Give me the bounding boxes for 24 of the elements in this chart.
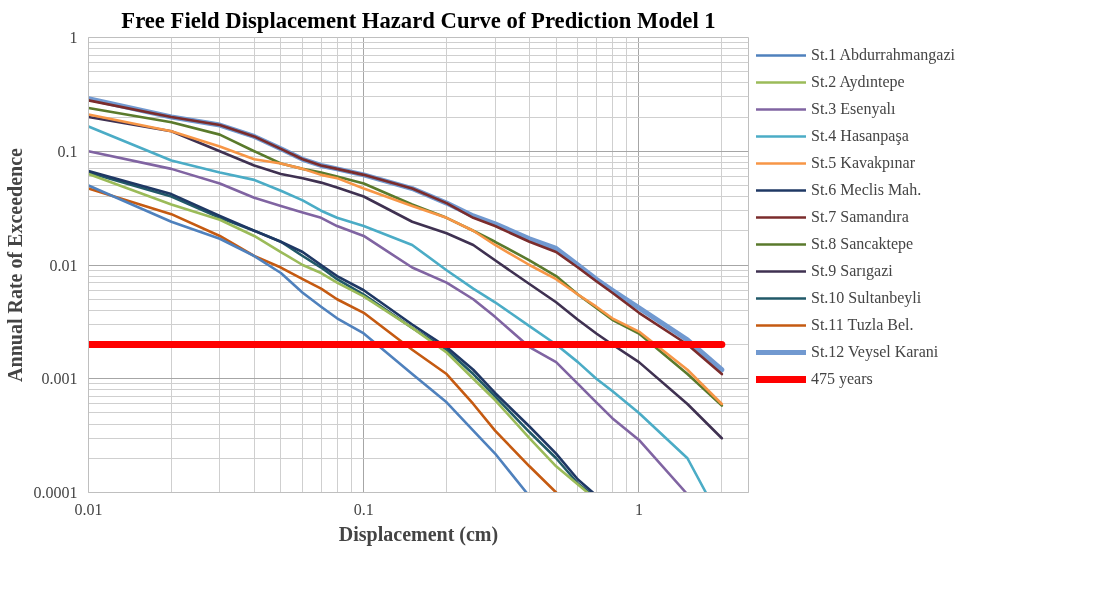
legend-label: St.6 Meclis Mah. (811, 180, 922, 200)
x-tick-label: 1 (634, 500, 643, 518)
legend-label: St.4 Hasanpaşa (811, 126, 909, 146)
legend-label: St.5 Kavakpınar (811, 153, 915, 173)
y-tick-label: 1 (69, 29, 78, 46)
legend-label: St.8 Sancaktepe (811, 234, 914, 254)
legend-label: St.10 Sultanbeyli (811, 288, 922, 308)
legend-label: 475 years (811, 369, 873, 389)
legend-label: St.1 Abdurrahmangazi (811, 45, 955, 65)
legend-label: St.2 Aydıntepe (811, 72, 905, 92)
x-tick-label: 0.1 (353, 500, 374, 518)
x-axis-title: Displacement (cm) (338, 522, 499, 546)
y-tick-label: 0.1 (57, 142, 78, 160)
y-tick-label: 0.001 (41, 370, 78, 388)
y-tick-label: 0.0001 (33, 484, 78, 501)
chart-title: Free Field Displacement Hazard Curve of Prediction Model 1 (121, 7, 716, 33)
y-tick-label: 0.01 (49, 256, 78, 274)
x-tick-label: 0.01 (74, 500, 103, 518)
legend-label: St.9 Sarıgazi (811, 261, 893, 281)
y-axis-title: Annual Rate of Exceedence (3, 147, 26, 382)
legend-label: St.11 Tuzla Bel. (811, 315, 914, 335)
legend-label: St.7 Samandıra (811, 207, 909, 227)
legend-label: St.12 Veysel Karani (811, 342, 939, 362)
legend-label: St.3 Esenyalı (811, 99, 896, 119)
